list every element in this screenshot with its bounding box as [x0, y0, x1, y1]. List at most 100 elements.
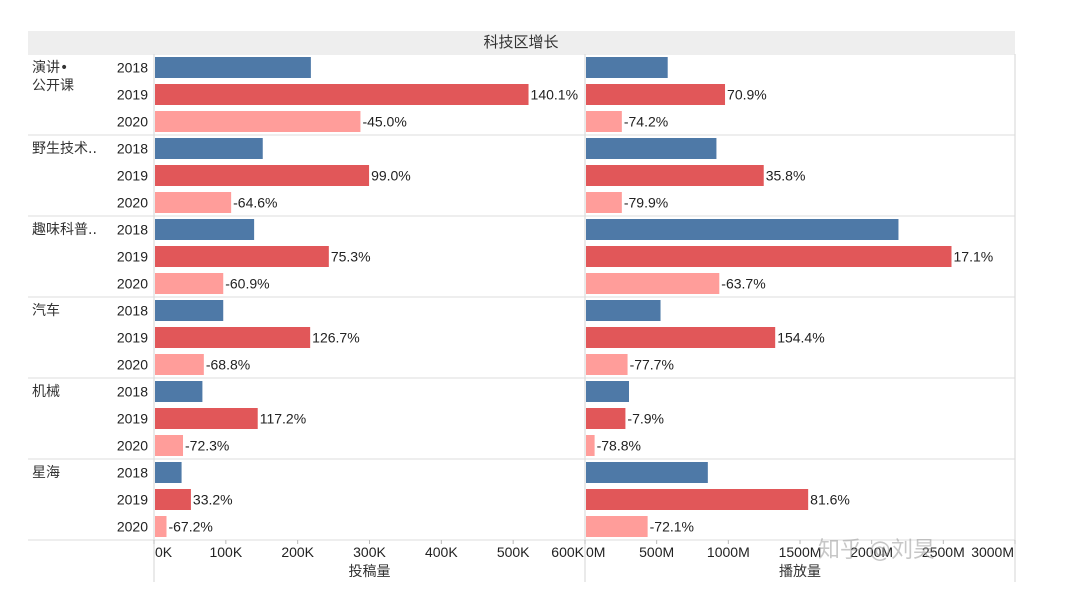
bar	[155, 381, 203, 402]
bar	[155, 246, 329, 267]
data-label: 154.4%	[777, 330, 824, 346]
data-label: -74.2%	[624, 114, 668, 130]
bar	[586, 327, 776, 348]
year-label: 2018	[117, 465, 148, 481]
tick-label: 2500M	[922, 544, 965, 560]
bar	[586, 111, 622, 132]
data-label: -45.0%	[362, 114, 406, 130]
tick-label: 1000M	[707, 544, 750, 560]
bar	[586, 246, 952, 267]
bar	[155, 138, 263, 159]
bar	[155, 192, 232, 213]
bar	[155, 435, 184, 456]
year-label: 2019	[117, 492, 148, 508]
bar	[586, 57, 668, 78]
tick-label: 3000M	[971, 544, 1014, 560]
year-label: 2018	[117, 141, 148, 157]
data-label: 35.8%	[766, 168, 806, 184]
tick-label: 0M	[586, 544, 605, 560]
bar	[586, 354, 628, 375]
tick-label: 200K	[281, 544, 314, 560]
year-label: 2018	[117, 384, 148, 400]
data-label: -67.2%	[168, 519, 212, 535]
bar	[586, 273, 720, 294]
bar	[155, 111, 361, 132]
category-rows: 演讲• 公开课 2018 2019 2020 野生技术.. 2018 2019 2020 趣味科普…	[32, 60, 148, 535]
bar	[586, 462, 708, 483]
bar	[586, 219, 899, 240]
bars: 140.1% 70.9% -45.0% -74.2% 99.0% 35.8% -64.6% -…	[155, 57, 993, 537]
data-label: 75.3%	[331, 249, 371, 265]
data-label: 126.7%	[312, 330, 359, 346]
category-label: 星海	[32, 465, 60, 481]
year-label: 2019	[117, 249, 148, 265]
bar	[155, 516, 167, 537]
tick-label: 500M	[639, 544, 674, 560]
data-label: -60.9%	[225, 276, 269, 292]
bar	[586, 435, 595, 456]
chart-title: 科技区增长	[483, 33, 558, 51]
data-label: -72.3%	[185, 438, 229, 454]
bar	[155, 273, 224, 294]
tick-label: 100K	[209, 544, 242, 560]
data-label: -78.8%	[597, 438, 641, 454]
category-label-line: 趣味科普..	[32, 222, 97, 238]
year-label: 2020	[117, 519, 148, 535]
axis-title: 播放量	[779, 564, 821, 580]
bar	[586, 165, 764, 186]
data-label: -72.1%	[650, 519, 694, 535]
year-label: 2020	[117, 195, 148, 211]
data-label: 140.1%	[531, 87, 578, 103]
data-label: -63.7%	[721, 276, 765, 292]
category-label: 趣味科普..	[32, 222, 97, 238]
bar	[155, 408, 258, 429]
year-label: 2020	[117, 276, 148, 292]
axis-title: 投稿量	[349, 564, 391, 580]
year-label: 2019	[117, 168, 148, 184]
data-label: 17.1%	[954, 249, 994, 265]
data-label: -7.9%	[627, 411, 664, 427]
bar	[155, 165, 370, 186]
category-label: 野生技术..	[32, 141, 97, 157]
data-label: 70.9%	[727, 87, 767, 103]
category-label-line: 野生技术..	[32, 141, 97, 157]
bar	[155, 300, 224, 321]
year-label: 2020	[117, 438, 148, 454]
tick-label: 2000M	[850, 544, 893, 560]
bar	[155, 354, 204, 375]
tick-label: 0K	[155, 544, 173, 560]
bar	[155, 462, 182, 483]
data-label: -68.8%	[206, 357, 250, 373]
category-label-line: 汽车	[32, 302, 60, 319]
bar	[586, 192, 622, 213]
tick-label: 500K	[497, 544, 530, 560]
bar	[155, 489, 191, 510]
category-label: 机械	[32, 384, 60, 400]
bar	[586, 516, 648, 537]
data-label: 99.0%	[371, 168, 411, 184]
bar	[155, 57, 311, 78]
year-label: 2018	[117, 222, 148, 238]
year-label: 2018	[117, 303, 148, 319]
axes: 0K 100K 200K 300K 400K 500K 600K 投稿量 0M 500M 1000M…	[153, 540, 1016, 580]
year-label: 2020	[117, 114, 148, 130]
category-label-line: 机械	[32, 384, 60, 400]
bar	[155, 84, 529, 105]
tick-label: 600K	[551, 544, 584, 560]
bar	[155, 327, 311, 348]
category-label-line: 演讲•	[32, 60, 68, 76]
tick-label: 400K	[425, 544, 458, 560]
watermark: 知乎 @刘昊	[818, 538, 935, 563]
bar	[155, 219, 255, 240]
bar	[586, 300, 661, 321]
bar	[586, 138, 717, 159]
year-label: 2020	[117, 357, 148, 373]
data-label: -79.9%	[624, 195, 668, 211]
year-label: 2018	[117, 60, 148, 76]
data-label: 33.2%	[193, 492, 233, 508]
bar	[586, 84, 726, 105]
category-label-line: 公开课	[32, 78, 74, 94]
tick-label: 300K	[353, 544, 386, 560]
tick-label: 1500M	[779, 544, 822, 560]
